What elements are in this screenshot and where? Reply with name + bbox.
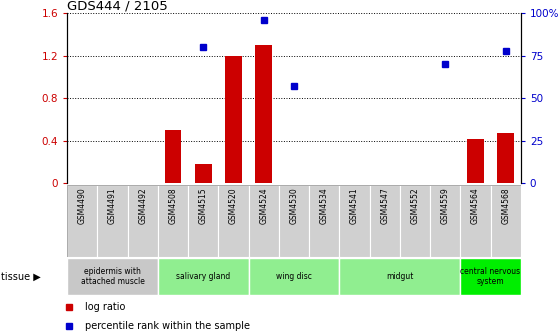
Text: salivary gland: salivary gland — [176, 272, 230, 281]
Text: central nervous
system: central nervous system — [460, 267, 521, 286]
Bar — [309, 185, 339, 257]
Bar — [339, 258, 460, 295]
Bar — [279, 185, 309, 257]
Bar — [67, 258, 158, 295]
Bar — [430, 185, 460, 257]
Text: GSM4515: GSM4515 — [199, 187, 208, 223]
Text: GSM4534: GSM4534 — [320, 187, 329, 224]
Bar — [491, 185, 521, 257]
Text: GSM4552: GSM4552 — [410, 187, 419, 223]
Bar — [249, 185, 279, 257]
Text: GSM4568: GSM4568 — [501, 187, 510, 223]
Bar — [460, 258, 521, 295]
Bar — [255, 45, 272, 183]
Bar — [339, 185, 370, 257]
Text: GSM4491: GSM4491 — [108, 187, 117, 223]
Bar — [497, 133, 514, 183]
Bar — [400, 185, 430, 257]
Text: percentile rank within the sample: percentile rank within the sample — [85, 321, 250, 331]
Text: GSM4564: GSM4564 — [471, 187, 480, 224]
Bar — [188, 185, 218, 257]
Bar — [195, 164, 212, 183]
Text: GSM4508: GSM4508 — [169, 187, 178, 223]
Bar — [158, 185, 188, 257]
Text: GSM4530: GSM4530 — [290, 187, 298, 224]
Text: epidermis with
attached muscle: epidermis with attached muscle — [81, 267, 144, 286]
Text: GSM4492: GSM4492 — [138, 187, 147, 223]
Text: GSM4490: GSM4490 — [78, 187, 87, 224]
Text: log ratio: log ratio — [85, 302, 125, 312]
Bar — [460, 185, 491, 257]
Bar — [128, 185, 158, 257]
Bar — [165, 130, 181, 183]
Bar — [467, 138, 484, 183]
Text: GSM4559: GSM4559 — [441, 187, 450, 224]
Bar — [370, 185, 400, 257]
Bar — [249, 258, 339, 295]
Bar — [225, 56, 242, 183]
Text: GDS444 / 2105: GDS444 / 2105 — [67, 0, 168, 12]
Bar — [67, 185, 97, 257]
Text: tissue ▶: tissue ▶ — [1, 271, 40, 281]
Bar — [158, 258, 249, 295]
Text: GSM4524: GSM4524 — [259, 187, 268, 223]
Bar — [218, 185, 249, 257]
Text: GSM4541: GSM4541 — [350, 187, 359, 223]
Bar — [97, 185, 128, 257]
Text: GSM4547: GSM4547 — [380, 187, 389, 224]
Text: GSM4520: GSM4520 — [229, 187, 238, 223]
Text: wing disc: wing disc — [276, 272, 312, 281]
Text: midgut: midgut — [386, 272, 413, 281]
